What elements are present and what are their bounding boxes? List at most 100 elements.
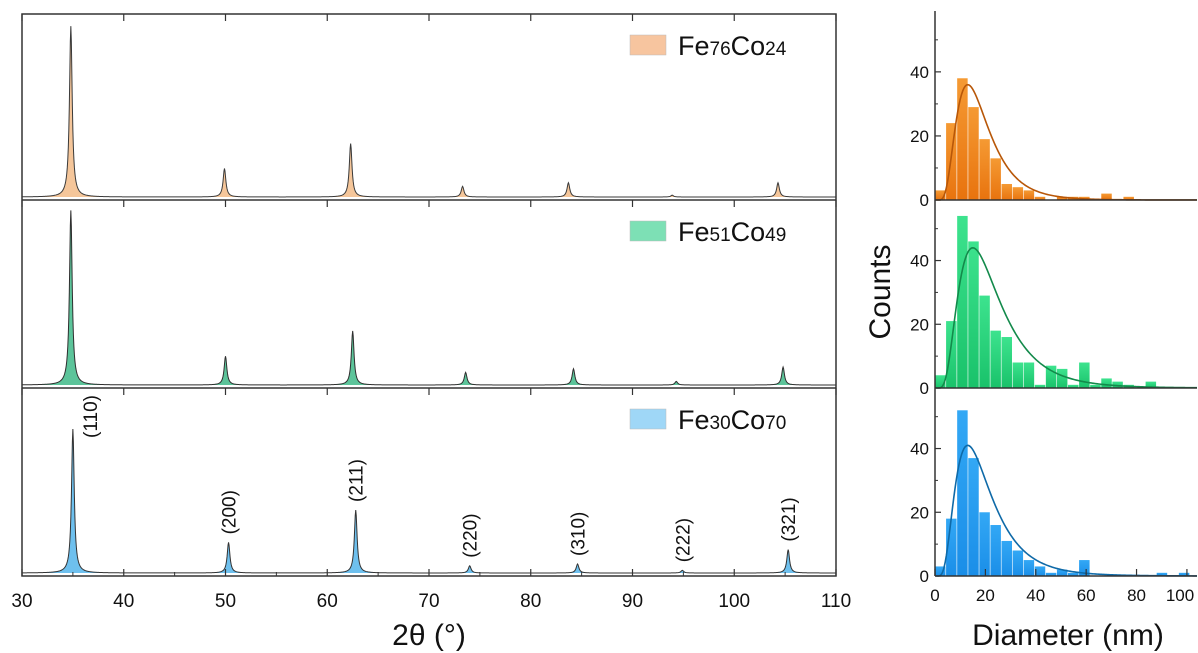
xrd-panel: Fe76Co24: [21, 14, 837, 198]
histogram-bar: [1012, 362, 1024, 388]
histogram-bar: [1023, 560, 1035, 576]
histogram-bar: [990, 525, 1001, 576]
histogram-bar: [1012, 187, 1024, 200]
histogram-bar: [1090, 384, 1101, 388]
histogram-bar: [968, 241, 979, 388]
xrd-x-tick-label: 60: [317, 591, 338, 612]
histogram-panel: 0 20 40: [910, 215, 1197, 398]
miller-index-label: (110): [81, 395, 102, 438]
histogram-bar: [1101, 378, 1112, 388]
miller-index-label: (310): [569, 512, 590, 556]
histogram-bar: [946, 518, 957, 576]
histogram-y-tick-label: 20: [910, 127, 929, 146]
histogram-bar: [1178, 572, 1190, 576]
xrd-frame: [21, 13, 837, 577]
histogram-bar: [1001, 540, 1012, 576]
histogram-bar: [1079, 362, 1090, 388]
histogram-bar: [968, 107, 979, 200]
xrd-x-tick-label: 30: [11, 591, 32, 612]
histogram-bar: [1101, 193, 1112, 200]
histogram-bar: [1056, 368, 1068, 388]
histogram-y-tick-label: 40: [910, 252, 929, 271]
xrd-x-tick-label: 80: [520, 591, 541, 612]
miller-index-label: (321): [779, 497, 800, 541]
histogram-x-tick-label: 40: [1026, 586, 1045, 605]
xrd-panel: Fe30Co70: [21, 388, 837, 574]
histogram-bar: [1001, 183, 1012, 200]
miller-index-label: (200): [220, 490, 241, 534]
histogram-x-tick-label: 0: [930, 586, 939, 605]
histogram-x-tick-label: 20: [976, 586, 995, 605]
lognormal-fit-curve: [936, 246, 1197, 389]
histogram-bar: [935, 375, 946, 388]
histogram-bar: [1034, 384, 1046, 388]
histogram-bar: [1045, 572, 1057, 576]
histogram-bar: [1001, 337, 1012, 388]
histogram-x-axis-title: Diameter (nm): [972, 619, 1164, 652]
histogram-y-tick-label: 40: [910, 63, 929, 82]
histogram-bar: [1012, 550, 1024, 576]
histogram-y-tick-label: 20: [910, 503, 929, 522]
legend-patch: [629, 34, 667, 56]
xrd-x-tick-label: 100: [718, 591, 750, 612]
histogram-y-axis-title: Counts: [864, 244, 897, 339]
xrd-pattern-line: [22, 210, 836, 386]
xrd-panel: Fe51Co49: [21, 200, 837, 386]
histogram-bar: [979, 295, 990, 388]
histogram-x-tick-label: 60: [1077, 586, 1096, 605]
xrd-x-tick-label: 110: [821, 591, 851, 612]
histogram-bar: [1045, 365, 1057, 388]
histogram-bar: [1023, 190, 1035, 200]
histogram-bar: [1068, 384, 1079, 388]
histogram-bar: [979, 139, 990, 200]
xrd-x-tick-label: 50: [215, 591, 236, 612]
miller-index-label: (222): [673, 518, 694, 562]
histogram-x-tick-label: 80: [1127, 586, 1146, 605]
histogram-bar: [1123, 196, 1134, 200]
histogram-bar: [946, 321, 957, 388]
legend-patch: [629, 220, 667, 242]
histogram-y-tick-label: 0: [920, 191, 929, 210]
histogram-bar: [1056, 569, 1068, 576]
histogram-bar: [935, 190, 946, 200]
miller-index-label: (220): [461, 513, 482, 557]
histogram-bar: [1156, 572, 1168, 576]
histogram-bar: [1145, 381, 1157, 388]
histogram-bar: [935, 566, 946, 576]
xrd-x-tick-label: 40: [113, 591, 134, 612]
histogram-bar: [1034, 196, 1046, 200]
histogram-bar: [957, 410, 968, 576]
histogram-bar: [1056, 196, 1068, 200]
histogram-bar: [1079, 560, 1090, 576]
histogram-bar: [968, 458, 979, 576]
histogram-bar: [1023, 362, 1035, 388]
miller-index-label: (211): [347, 459, 368, 502]
xrd-x-axis-title: 2θ (°): [392, 619, 466, 652]
histogram-y-tick-label: 20: [910, 315, 929, 334]
histogram-bar: [1068, 572, 1079, 576]
size-histogram-chart: 0 20 40 0 20 40 0 20 40 0 20 40 60 80 100: [910, 11, 1198, 605]
histogram-panel: 0 20 40: [910, 410, 1198, 586]
histogram-bar: [990, 330, 1001, 388]
histogram-y-tick-label: 0: [920, 379, 929, 398]
histogram-bar: [1034, 566, 1046, 576]
histogram-panel: 0 20 40: [910, 39, 1197, 210]
xrd-pattern-line: [21, 26, 836, 198]
xrd-pattern-line: [22, 428, 836, 574]
legend-label: Fe51Co49: [678, 217, 786, 247]
histogram-bar: [957, 215, 968, 388]
legend-label: Fe76Co24: [678, 31, 787, 61]
histogram-bar: [1112, 381, 1123, 388]
legend-patch: [629, 408, 667, 430]
xrd-chart: Fe76Co24 Fe51Co49 Fe30Co70 30 40 50 60 70 80 90 10…: [11, 13, 851, 612]
histogram-bar: [990, 158, 1001, 200]
histogram-y-tick-label: 0: [920, 567, 929, 586]
xrd-x-tick-label: 90: [622, 591, 643, 612]
histogram-bar: [979, 512, 990, 576]
histogram-y-tick-label: 40: [910, 440, 929, 459]
legend-label: Fe30Co70: [678, 405, 786, 435]
xrd-x-tick-label: 70: [418, 591, 439, 612]
xrd-pattern-fill: [22, 428, 836, 573]
histogram-x-tick-label: 100: [1166, 586, 1194, 605]
